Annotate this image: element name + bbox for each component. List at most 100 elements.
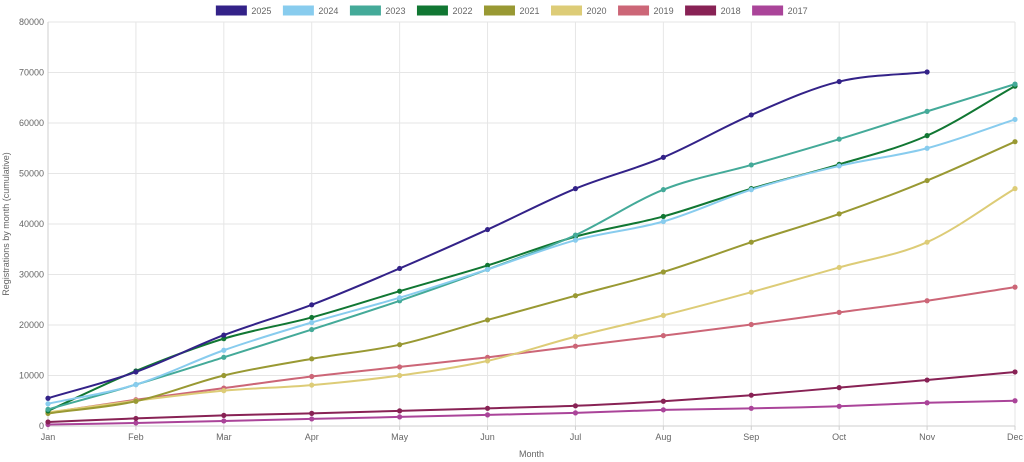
data-point-2025-Mar[interactable]: [221, 332, 227, 338]
data-point-2023-Jan[interactable]: [45, 406, 51, 412]
legend-item-2017[interactable]: 2017: [752, 5, 808, 16]
data-point-2025-Oct[interactable]: [836, 78, 842, 85]
data-point-2024-Mar[interactable]: [221, 347, 227, 353]
data-point-2023-Oct[interactable]: [836, 136, 842, 142]
data-point-2023-Apr[interactable]: [309, 326, 315, 333]
data-point-2018-Jul[interactable]: [572, 403, 579, 409]
data-point-2018-Aug[interactable]: [660, 398, 666, 404]
data-point-2021-Oct[interactable]: [836, 211, 842, 217]
data-point-2017-Jun[interactable]: [484, 412, 491, 418]
data-point-2018-May[interactable]: [397, 408, 403, 414]
data-point-2021-Nov[interactable]: [924, 177, 930, 184]
legend-item-2021[interactable]: 2021: [483, 5, 540, 16]
data-point-2020-Jul[interactable]: [572, 334, 579, 340]
legend-item-2019[interactable]: 2019: [618, 5, 674, 16]
data-point-2018-Feb[interactable]: [133, 415, 139, 422]
data-point-2020-Sep[interactable]: [748, 289, 754, 295]
data-point-2019-Apr[interactable]: [309, 373, 315, 380]
data-point-2018-Mar[interactable]: [221, 412, 227, 418]
data-point-2024-Feb[interactable]: [133, 381, 139, 388]
data-point-2020-Apr[interactable]: [309, 382, 315, 388]
data-point-2017-Nov[interactable]: [924, 400, 930, 406]
legend-item-2024[interactable]: 2024: [282, 5, 338, 16]
data-point-2021-Feb[interactable]: [133, 398, 139, 404]
data-point-2024-Aug[interactable]: [660, 218, 666, 225]
x-tick-label: Oct: [832, 432, 847, 442]
data-point-2022-Nov[interactable]: [924, 133, 930, 139]
data-point-2017-Mar[interactable]: [221, 418, 227, 424]
legend-label: 2025: [251, 6, 271, 16]
data-point-2018-Dec[interactable]: [1012, 369, 1018, 375]
data-point-2019-Oct[interactable]: [836, 309, 842, 315]
data-point-2018-Sep[interactable]: [748, 392, 754, 398]
data-point-2020-Jun[interactable]: [484, 358, 491, 364]
data-point-2023-Mar[interactable]: [221, 354, 227, 360]
data-point-2020-Mar[interactable]: [221, 388, 227, 394]
data-point-2021-Jun[interactable]: [484, 317, 491, 323]
data-point-2020-Aug[interactable]: [660, 312, 666, 319]
data-point-2025-Jan[interactable]: [45, 395, 51, 401]
data-point-2019-Dec[interactable]: [1012, 284, 1018, 290]
data-point-2024-May[interactable]: [397, 295, 403, 301]
data-point-2020-May[interactable]: [397, 372, 403, 379]
data-point-2019-Jul[interactable]: [572, 343, 579, 349]
data-point-2018-Nov[interactable]: [924, 377, 930, 383]
data-point-2023-Dec[interactable]: [1012, 81, 1018, 87]
data-point-2018-Oct[interactable]: [836, 385, 842, 391]
data-point-2021-Mar[interactable]: [221, 372, 227, 379]
data-point-2024-Apr[interactable]: [309, 319, 315, 326]
data-point-2019-Aug[interactable]: [660, 333, 666, 339]
data-point-2020-Oct[interactable]: [836, 264, 842, 271]
data-point-2019-May[interactable]: [397, 364, 403, 370]
data-point-2022-Apr[interactable]: [309, 314, 315, 321]
data-point-2017-Apr[interactable]: [309, 416, 315, 422]
data-point-2024-Sep[interactable]: [748, 187, 754, 193]
data-point-2018-Apr[interactable]: [309, 410, 315, 416]
data-point-2022-Aug[interactable]: [660, 213, 666, 220]
legend-item-2018[interactable]: 2018: [685, 5, 741, 16]
data-point-2020-Dec[interactable]: [1012, 186, 1018, 192]
data-point-2022-Jun[interactable]: [484, 262, 491, 269]
data-point-2023-Jul[interactable]: [572, 232, 579, 238]
data-point-2017-May[interactable]: [397, 414, 403, 420]
data-point-2025-Feb[interactable]: [133, 369, 139, 375]
data-point-2020-Nov[interactable]: [924, 239, 930, 245]
data-point-2021-Apr[interactable]: [309, 356, 315, 362]
data-point-2025-Sep[interactable]: [748, 112, 754, 118]
data-point-2021-Jul[interactable]: [572, 293, 579, 299]
data-point-2017-Jul[interactable]: [572, 410, 579, 416]
data-point-2019-Nov[interactable]: [924, 298, 930, 304]
data-point-2023-Sep[interactable]: [748, 162, 754, 168]
data-point-2019-Sep[interactable]: [748, 321, 754, 328]
data-point-2024-Nov[interactable]: [924, 145, 930, 151]
data-point-2024-Dec[interactable]: [1012, 116, 1018, 123]
data-point-2017-Aug[interactable]: [660, 407, 666, 413]
data-point-2021-May[interactable]: [397, 342, 403, 348]
data-point-2021-Aug[interactable]: [660, 269, 666, 275]
data-point-2018-Jan[interactable]: [45, 419, 51, 425]
data-point-2024-Oct[interactable]: [836, 163, 842, 169]
data-point-2017-Dec[interactable]: [1012, 398, 1018, 404]
data-point-2021-Dec[interactable]: [1012, 139, 1018, 145]
data-point-2024-Jan[interactable]: [45, 401, 51, 407]
data-point-2022-May[interactable]: [397, 288, 403, 294]
data-point-2018-Jun[interactable]: [484, 405, 491, 411]
data-point-2025-Jul[interactable]: [572, 186, 579, 192]
legend-item-2023[interactable]: 2023: [349, 5, 405, 16]
legend-item-2020[interactable]: 2020: [551, 5, 607, 16]
data-point-2025-Nov[interactable]: [924, 69, 930, 75]
data-point-2021-Sep[interactable]: [748, 239, 754, 245]
data-point-2024-Jun[interactable]: [484, 266, 491, 273]
data-point-2025-May[interactable]: [397, 265, 403, 272]
data-point-2025-Jun[interactable]: [484, 226, 491, 233]
data-point-2024-Jul[interactable]: [572, 237, 579, 243]
data-point-2017-Oct[interactable]: [836, 403, 842, 409]
legend-item-2022[interactable]: 2022: [416, 5, 472, 16]
legend-item-2025[interactable]: 2025: [215, 5, 271, 16]
data-point-2023-Nov[interactable]: [924, 108, 930, 114]
data-point-2023-Aug[interactable]: [660, 187, 666, 193]
data-point-2017-Feb[interactable]: [133, 420, 139, 426]
data-point-2017-Sep[interactable]: [748, 405, 754, 411]
data-point-2025-Apr[interactable]: [309, 302, 315, 308]
data-point-2025-Aug[interactable]: [660, 154, 666, 160]
